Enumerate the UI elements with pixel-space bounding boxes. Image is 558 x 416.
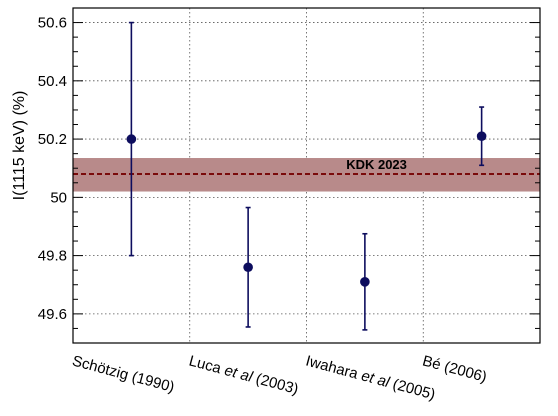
- x-category-label-part: Bé (2006): [421, 352, 489, 385]
- y-axis-label: I(1115 keV) (%): [11, 91, 28, 201]
- y-tick-label: 49.8: [38, 248, 67, 265]
- x-category-label-part: Iwahara: [304, 352, 364, 383]
- data-point-group: [360, 232, 370, 331]
- x-category-label: Luca et al (2003): [187, 352, 300, 398]
- data-point-marker: [126, 134, 137, 144]
- data-point-group: [126, 21, 137, 257]
- x-category-label-italic: et al: [223, 362, 255, 386]
- x-category-label-part: Schötzig (1990): [70, 352, 176, 396]
- grid-lines: [73, 8, 540, 343]
- y-tick-label: 50.2: [38, 131, 67, 148]
- reference-label: KDK 2023: [346, 157, 407, 172]
- x-category-label-italic: et al: [359, 367, 391, 391]
- x-category-label-part: (2005): [387, 375, 437, 404]
- x-category-label-part: (2003): [250, 369, 300, 398]
- data-points: [126, 21, 487, 331]
- y-tick-label: 49.6: [38, 306, 67, 323]
- data-point-group: [243, 206, 253, 328]
- plot-frame: [72, 7, 541, 344]
- y-tick-label: 50.6: [38, 15, 67, 32]
- data-point-marker: [360, 277, 370, 287]
- x-axis-labels: Schötzig (1990) Luca et al (2003) Iwahara …: [70, 352, 488, 403]
- x-category-label: Schötzig (1990): [70, 352, 176, 396]
- y-tick-label: 50.4: [38, 73, 67, 90]
- data-point-group: [476, 106, 487, 167]
- data-point-marker: [243, 262, 253, 273]
- x-category-label-part: Luca: [187, 352, 227, 378]
- x-category-label: Iwahara et al (2005): [304, 352, 437, 403]
- x-category-label: Bé (2006): [421, 352, 489, 385]
- data-point-marker: [476, 131, 487, 141]
- y-tick-label: 50: [50, 189, 67, 206]
- y-axis: 49.6 49.8 50 50.2 50.4 50.6: [38, 7, 540, 344]
